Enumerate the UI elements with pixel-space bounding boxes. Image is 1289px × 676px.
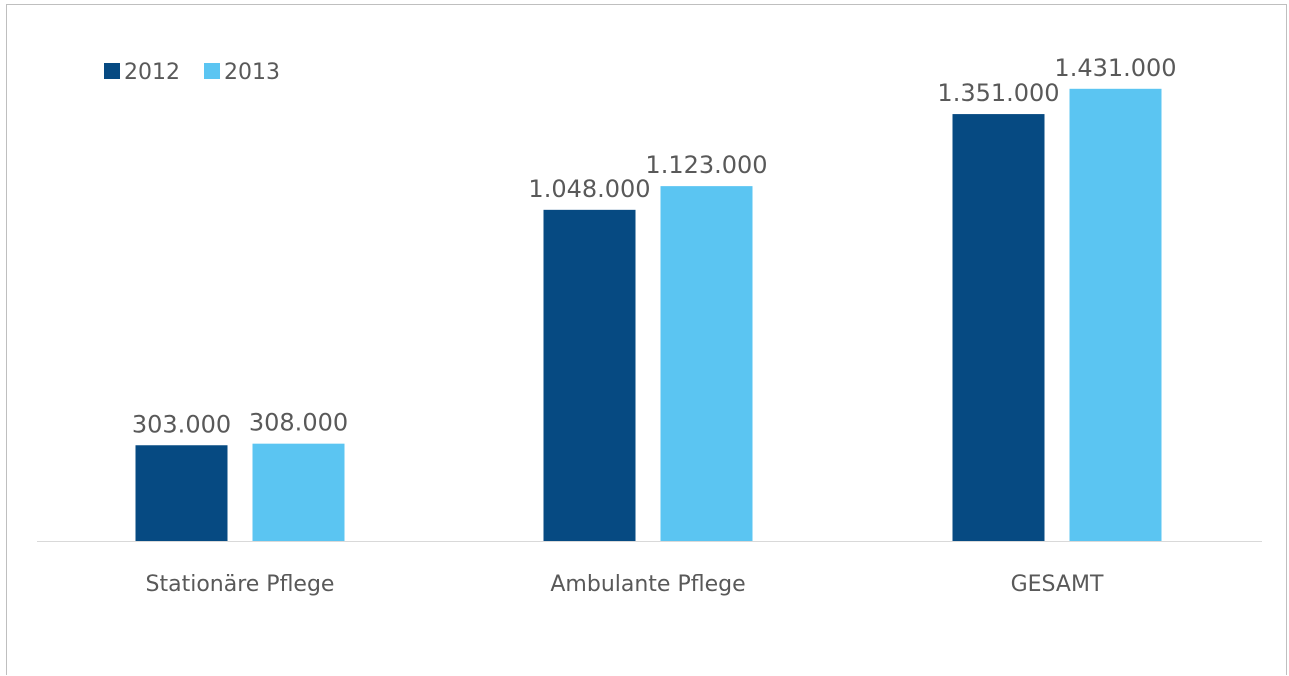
category-labels: Stationäre Pflege Ambulante Pflege GESAMT [146,572,1104,597]
category-label-2: Ambulante Pflege [550,572,745,597]
legend-label-2012: 2012 [124,60,180,85]
category-label-1: Stationäre Pflege [146,572,335,597]
bar-2013-3 [1069,88,1162,541]
bar-2012-1 [135,445,228,541]
data-label-2013-1: 308.000 [249,409,348,437]
bar-2012-3 [952,114,1045,542]
data-label-2012-1: 303.000 [132,410,231,438]
data-label-2012-2: 1.048.000 [528,175,650,203]
category-label-3: GESAMT [1011,572,1104,597]
bar-2012-2 [543,209,636,541]
data-label-2013-3: 1.431.000 [1054,54,1176,82]
chart-frame [6,4,1287,675]
bars [135,88,1162,542]
bar-2013-2 [660,186,753,541]
legend-swatch-2013 [204,63,220,79]
data-label-2012-3: 1.351.000 [937,79,1059,107]
legend-swatch-2012 [104,63,120,79]
legend: 2012 2013 [104,60,280,85]
legend-label-2013: 2013 [224,60,280,85]
data-label-2013-2: 1.123.000 [645,151,767,179]
bar-2013-1 [252,443,345,541]
